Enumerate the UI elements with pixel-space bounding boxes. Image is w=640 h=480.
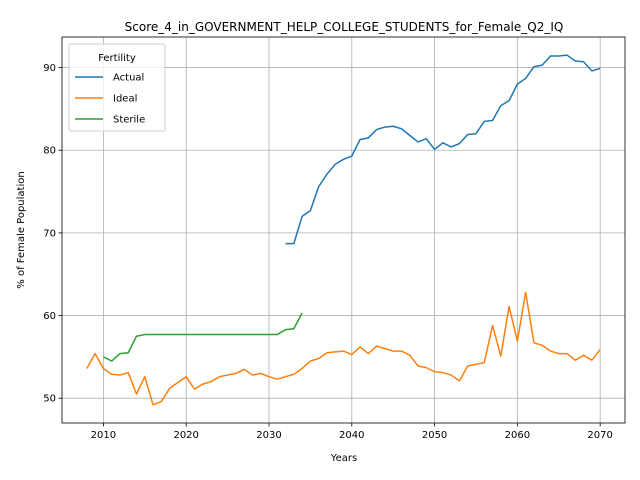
- y-axis-label: % of Female Population: [16, 171, 27, 288]
- y-tick-label: 50: [43, 394, 56, 405]
- x-tick-label: 2040: [339, 430, 364, 441]
- chart-title: Score_4_in_GOVERNMENT_HELP_COLLEGE_STUDE…: [125, 20, 564, 34]
- legend-box: [68, 43, 166, 132]
- series-line-actual: [285, 54, 601, 245]
- x-tick-label: 2030: [256, 430, 281, 441]
- x-tick-label: 2060: [505, 430, 530, 441]
- legend: Fertility Actual Ideal Sterile: [68, 43, 166, 132]
- legend-label-ideal: Ideal: [113, 94, 137, 105]
- x-tick-label: 2070: [587, 430, 612, 441]
- y-tick-label: 80: [43, 146, 56, 157]
- y-axis-ticks: 50 60 70 80 90: [43, 63, 62, 405]
- x-tick-label: 2050: [422, 430, 447, 441]
- series-line-ideal: [86, 291, 601, 406]
- x-tick-label: 2010: [91, 430, 116, 441]
- series-line-sterile: [103, 312, 303, 362]
- y-tick-label: 70: [43, 228, 56, 239]
- plot-frame: [61, 36, 626, 424]
- legend-label-actual: Actual: [113, 73, 144, 84]
- grid: [62, 37, 625, 423]
- series-lines: [86, 54, 601, 406]
- x-tick-label: 2020: [173, 430, 198, 441]
- y-tick-label: 60: [43, 311, 56, 322]
- y-tick-label: 90: [43, 63, 56, 74]
- legend-label-sterile: Sterile: [113, 115, 145, 126]
- x-axis-ticks: 2010 2020 2030 2040 2050 2060 2070: [91, 423, 613, 441]
- legend-title: Fertility: [98, 53, 136, 64]
- x-axis-label: Years: [330, 453, 357, 464]
